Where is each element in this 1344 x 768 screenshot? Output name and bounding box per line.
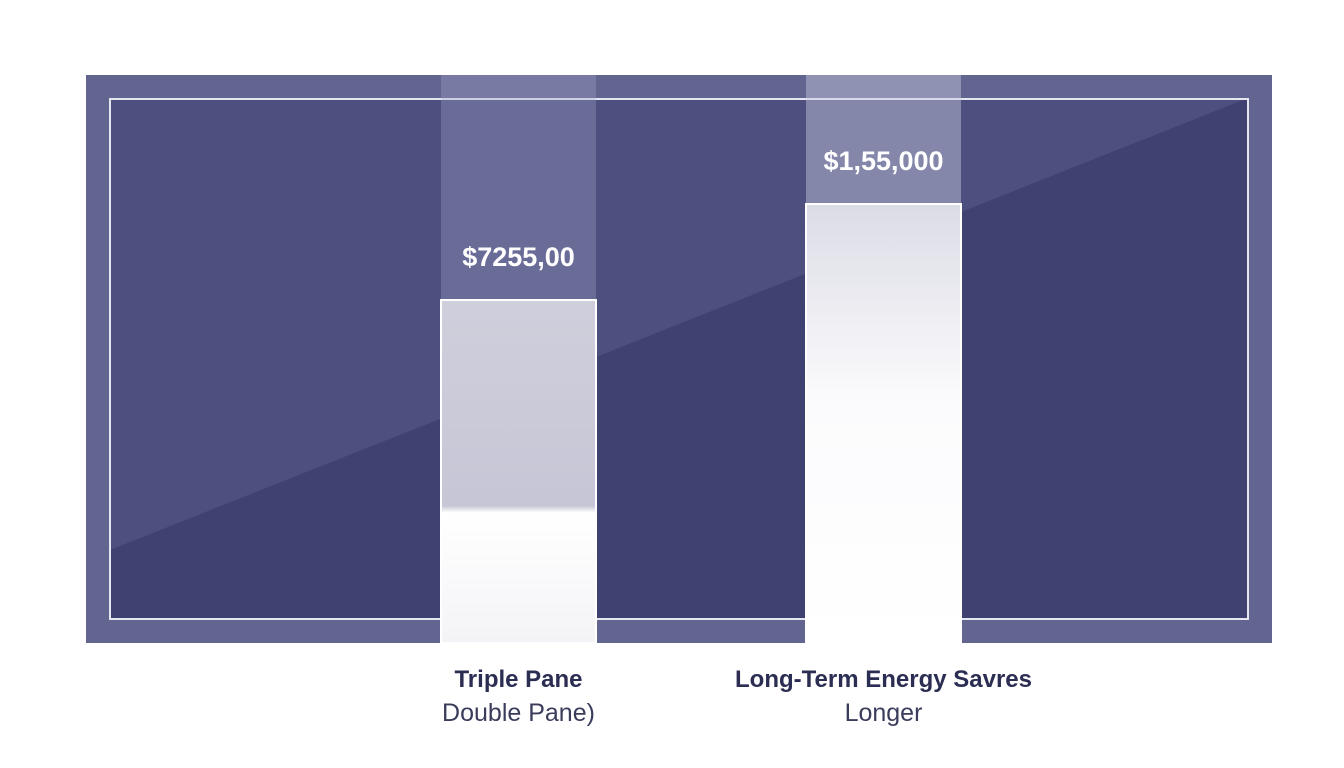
category-title-2: Long-Term Energy Savres bbox=[735, 666, 1032, 693]
category-title-1: Triple Pane bbox=[454, 666, 583, 693]
category-subtitle-1: Double Pane) bbox=[442, 699, 595, 727]
column-strip-1 bbox=[441, 75, 596, 300]
bar-2 bbox=[805, 203, 962, 644]
bar-1 bbox=[440, 299, 597, 644]
category-subtitle-2: Longer bbox=[844, 699, 923, 727]
chart-diagonal-shade bbox=[110, 98, 1248, 619]
value-labels: $7255,00 $1,55,000 bbox=[462, 146, 943, 272]
bar-value-label-1: $7255,00 bbox=[462, 242, 575, 272]
bars bbox=[440, 203, 962, 644]
chart-inner-border bbox=[109, 98, 1249, 620]
category-label-2: Long-Term Energy Savres Longer bbox=[674, 664, 1094, 730]
column-strips bbox=[441, 75, 961, 300]
category-label-1: Triple Pane Double Pane) bbox=[309, 664, 729, 730]
bar-value-label-2: $1,55,000 bbox=[823, 146, 943, 176]
column-strip-2 bbox=[806, 75, 961, 204]
